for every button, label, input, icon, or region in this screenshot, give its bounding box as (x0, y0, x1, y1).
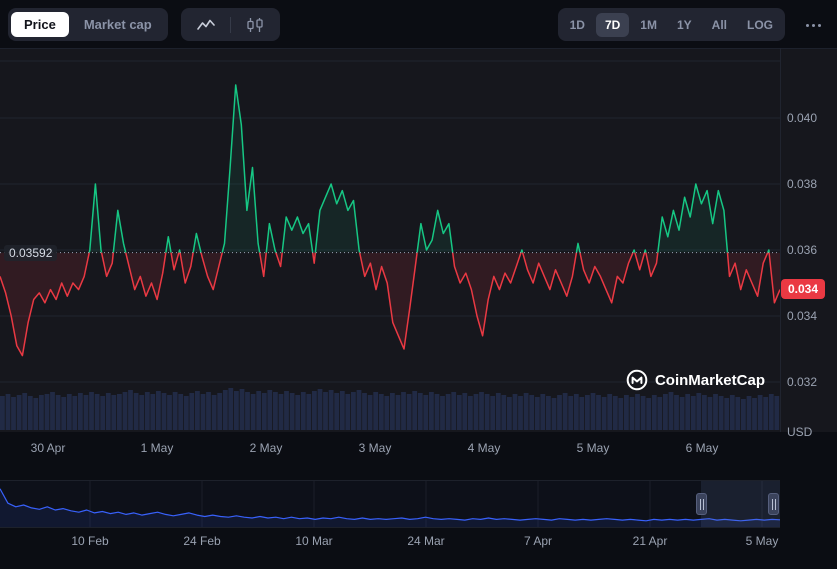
brush-minimap-canvas[interactable] (0, 481, 780, 527)
brush-axis-tick: 5 May (745, 534, 779, 548)
range-1d-button[interactable]: 1D (561, 13, 594, 37)
y-axis-tick: 0.036 (787, 243, 818, 257)
y-axis-tick: 0.032 (787, 375, 818, 389)
line-chart-icon (197, 19, 215, 30)
range-1m-button[interactable]: 1M (631, 13, 666, 37)
x-axis-tick: 5 May (576, 441, 610, 455)
brush-selection[interactable] (701, 481, 780, 527)
brush-axis-tick: 10 Feb (71, 534, 109, 548)
more-options-icon (805, 23, 809, 27)
toggle-divider (230, 16, 231, 33)
range-log-button[interactable]: LOG (738, 13, 782, 37)
x-axis-tick: 1 May (140, 441, 174, 455)
brush-axis-tick: 21 Apr (632, 534, 668, 548)
range-all-button[interactable]: All (703, 13, 736, 37)
range-7d-button[interactable]: 7D (595, 12, 630, 37)
x-axis-tick: 30 Apr (30, 441, 66, 455)
y-axis-separator (780, 48, 781, 432)
y-axis-tick: 0.040 (787, 111, 818, 125)
x-axis-tick: 3 May (358, 441, 392, 455)
brush-axis-tick: 7 Apr (523, 534, 553, 548)
brush-handle-right[interactable] (768, 493, 779, 515)
timeframe-selector: 1D 7D 1M 1Y All LOG (557, 8, 785, 41)
line-chart-button[interactable] (184, 11, 228, 39)
market-cap-tab[interactable]: Market cap (71, 12, 165, 37)
x-axis-tick: 4 May (467, 441, 501, 455)
range-1y-button[interactable]: 1Y (668, 13, 701, 37)
coinmarketcap-watermark: CoinMarketCap (626, 369, 765, 391)
y-axis-tick: 0.034 (787, 309, 818, 323)
brush-handle-left[interactable] (696, 493, 707, 515)
price-chart-canvas[interactable] (0, 60, 780, 430)
brush-axis-tick: 10 Mar (295, 534, 333, 548)
x-axis-tick: 2 May (249, 441, 283, 455)
candlestick-chart-button[interactable] (233, 11, 277, 39)
watermark-text: CoinMarketCap (654, 371, 765, 389)
price-tab[interactable]: Price (11, 12, 69, 37)
x-axis-tick: 6 May (685, 441, 719, 455)
chart-style-toggle (181, 8, 280, 41)
more-options-button[interactable] (797, 12, 829, 38)
open-price-label: 0.03592 (4, 245, 58, 261)
coinmarketcap-logo-icon (626, 369, 648, 391)
metric-toggle: Price Market cap (8, 8, 168, 41)
y-axis-unit: USD (787, 425, 813, 439)
y-axis-tick: 0.038 (787, 177, 818, 191)
current-price-badge: 0.034 (781, 279, 826, 299)
brush-axis-tick: 24 Feb (183, 534, 221, 548)
brush-axis-tick: 24 Mar (407, 534, 445, 548)
candlestick-icon (247, 17, 263, 32)
